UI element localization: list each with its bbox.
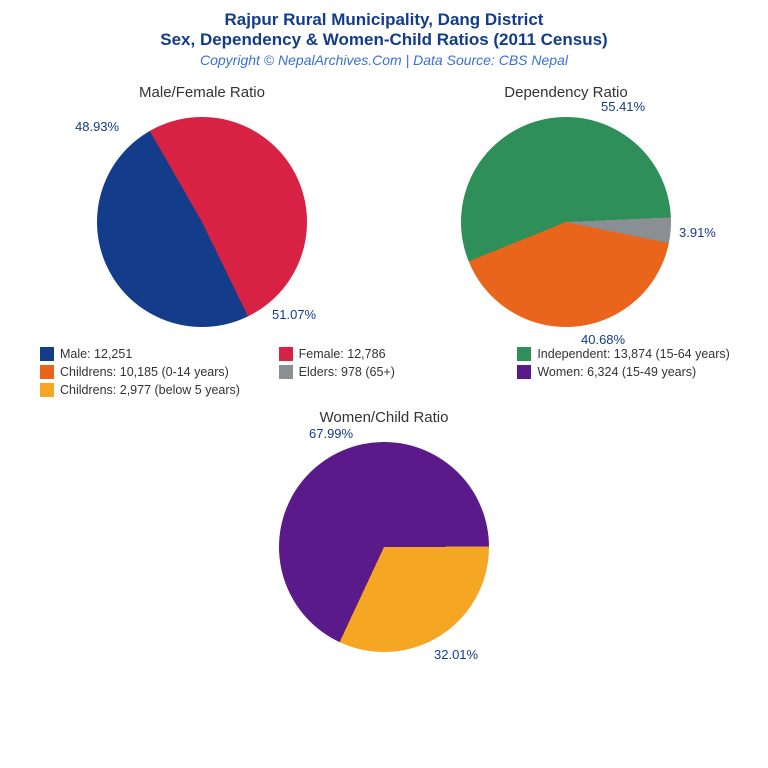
legend-item: Male: 12,251 xyxy=(40,347,261,361)
title-line-2: Sex, Dependency & Women-Child Ratios (20… xyxy=(10,30,758,50)
legend-item: Elders: 978 (65+) xyxy=(279,365,500,379)
legend-item: Childrens: 10,185 (0-14 years) xyxy=(40,365,261,379)
pie-wrap: 48.93% 51.07% xyxy=(87,107,317,337)
dependency-ratio-chart: Dependency Ratio 55.41% 3.91% 40.68% xyxy=(451,84,681,337)
legend-item: Independent: 13,874 (15-64 years) xyxy=(517,347,738,361)
legend-text: Elders: 978 (65+) xyxy=(299,365,395,379)
top-charts-row: Male/Female Ratio 48.93% 51.07% Dependen… xyxy=(0,84,768,337)
pie-wrap: 55.41% 3.91% 40.68% xyxy=(451,107,681,337)
legend-text: Male: 12,251 xyxy=(60,347,132,361)
legend: Male: 12,251 Female: 12,786 Independent: 1… xyxy=(0,337,768,403)
pie-chart-icon xyxy=(97,117,307,327)
legend-swatch-icon xyxy=(40,365,54,379)
pie-chart-icon xyxy=(461,117,671,327)
pie-chart-icon xyxy=(279,442,489,652)
women-child-ratio-chart: Women/Child Ratio 67.99% 32.01% xyxy=(269,409,499,662)
legend-item: Female: 12,786 xyxy=(279,347,500,361)
legend-text: Women: 6,324 (15-49 years) xyxy=(537,365,696,379)
chart-title: Male/Female Ratio xyxy=(139,84,265,101)
slice-label: 40.68% xyxy=(581,332,625,347)
bottom-chart-row: Women/Child Ratio 67.99% 32.01% xyxy=(0,409,768,662)
slice-label: 48.93% xyxy=(75,119,119,134)
legend-text: Independent: 13,874 (15-64 years) xyxy=(537,347,730,361)
legend-text: Female: 12,786 xyxy=(299,347,386,361)
legend-text: Childrens: 2,977 (below 5 years) xyxy=(60,383,240,397)
legend-item: Childrens: 2,977 (below 5 years) xyxy=(40,383,261,397)
slice-label: 67.99% xyxy=(309,426,353,441)
sex-ratio-chart: Male/Female Ratio 48.93% 51.07% xyxy=(87,84,317,337)
title-line-1: Rajpur Rural Municipality, Dang District xyxy=(10,10,758,30)
chart-title: Women/Child Ratio xyxy=(320,409,449,426)
slice-label: 3.91% xyxy=(679,225,716,240)
slice-label: 55.41% xyxy=(601,99,645,114)
legend-swatch-icon xyxy=(279,347,293,361)
legend-swatch-icon xyxy=(40,383,54,397)
subtitle: Copyright © NepalArchives.Com | Data Sou… xyxy=(10,52,758,68)
legend-swatch-icon xyxy=(517,347,531,361)
header: Rajpur Rural Municipality, Dang District… xyxy=(0,0,768,72)
legend-swatch-icon xyxy=(40,347,54,361)
slice-label: 32.01% xyxy=(434,647,478,662)
legend-swatch-icon xyxy=(517,365,531,379)
legend-swatch-icon xyxy=(279,365,293,379)
pie-wrap: 67.99% 32.01% xyxy=(269,432,499,662)
legend-item: Women: 6,324 (15-49 years) xyxy=(517,365,738,379)
legend-text: Childrens: 10,185 (0-14 years) xyxy=(60,365,229,379)
slice-label: 51.07% xyxy=(272,307,316,322)
